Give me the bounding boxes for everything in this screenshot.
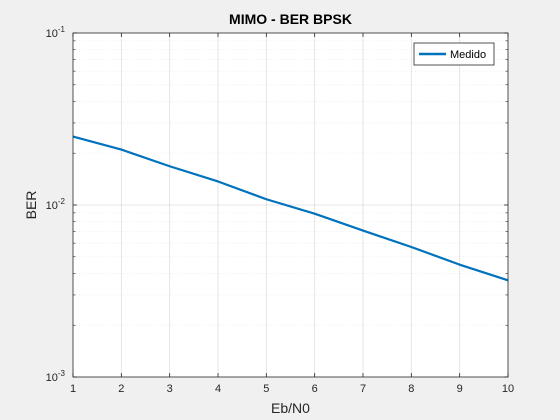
series-layer	[72, 135, 509, 282]
x-tick-label: 2	[118, 383, 124, 395]
x-tick-label: 8	[408, 383, 414, 395]
legend: Medido	[413, 42, 495, 66]
x-tick-label: 3	[167, 383, 173, 395]
x-tick-label: 7	[360, 383, 366, 395]
plot-area	[73, 33, 508, 377]
x-tick-label: 5	[263, 383, 269, 395]
x-tick-label: 4	[215, 383, 221, 395]
x-tick-label: 9	[457, 383, 463, 395]
series-line-medido	[72, 135, 509, 282]
y-tick-label: 10-3	[46, 369, 66, 384]
y-axis-label: BER	[23, 191, 39, 220]
x-axis-label: Eb/N0	[271, 400, 310, 416]
y-tick-label: 10-1	[46, 25, 66, 40]
legend-box	[413, 42, 495, 66]
legend-label-medido: Medido	[450, 49, 486, 61]
x-tick-label: 6	[312, 383, 318, 395]
chart-title: MIMO - BER BPSK	[229, 11, 352, 27]
grid	[73, 33, 508, 377]
x-tick-label: 10	[502, 383, 514, 395]
x-tick-label: 1	[70, 383, 76, 395]
y-tick-label: 10-2	[46, 197, 66, 212]
ticks: 1 2 3 4 5 6 7 8 9 10 10-1 10-2 10-3	[46, 25, 515, 395]
